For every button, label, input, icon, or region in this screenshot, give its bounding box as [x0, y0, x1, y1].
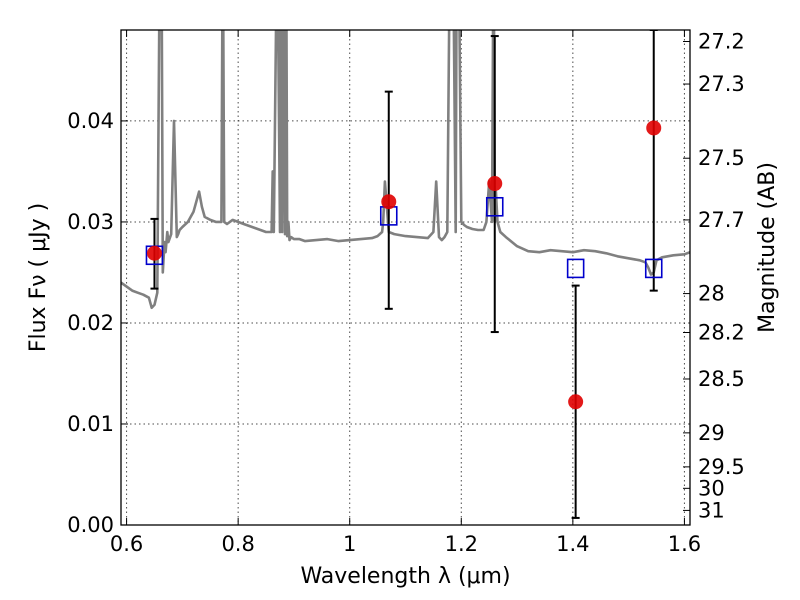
mag-tick-label: 28: [698, 282, 725, 306]
model-band-square: [485, 196, 504, 217]
model-spectrum-line: [121, 30, 690, 310]
y-tick-label: 0.00: [67, 513, 114, 537]
magnitude-axis-title: Magnitude (AB): [755, 162, 780, 333]
y-axis-ticks: 0.00 0.01 0.02 0.03 0.04: [67, 109, 128, 537]
y-tick-label: 0.03: [67, 210, 114, 234]
model-band-square: [566, 258, 585, 279]
observed-markers: [146, 120, 662, 410]
model-band-square: [644, 258, 663, 279]
x-axis-ticks: 0.6 0.8 1 1.2 1.4 1.6: [110, 30, 701, 556]
mag-tick-label: 27.5: [698, 146, 745, 170]
plot-frame: [120, 29, 691, 526]
observed-point: [568, 394, 584, 410]
mag-tick-label: 30: [698, 476, 725, 500]
mag-tick-label: 28.2: [698, 321, 745, 345]
mag-tick-label: 28.5: [698, 367, 745, 391]
mag-tick-label: 31: [698, 498, 725, 522]
y-tick-label: 0.01: [67, 412, 114, 436]
x-tick-label: 0.6: [110, 532, 143, 556]
x-tick-label: 1.2: [445, 532, 478, 556]
observed-point: [381, 194, 397, 210]
mag-tick-label: 27.3: [698, 72, 745, 96]
y-axis-title: Flux Fν ( μJy ): [26, 203, 51, 352]
mag-tick-label: 27.2: [698, 29, 745, 53]
observed-point: [146, 245, 162, 261]
error-bars: [150, 30, 658, 519]
y-tick-label: 0.04: [67, 109, 114, 133]
observed-point: [646, 120, 662, 136]
mag-tick-label: 29.5: [698, 455, 745, 479]
x-tick-label: 0.8: [221, 532, 254, 556]
x-tick-label: 1.6: [668, 532, 701, 556]
y-tick-label: 0.02: [67, 311, 114, 335]
model-spectrum: [121, 30, 690, 310]
mag-tick-label: 29: [698, 421, 725, 445]
x-tick-label: 1: [343, 532, 356, 556]
model-band-markers: [145, 196, 663, 279]
x-axis-title: Wavelength λ (μm): [300, 564, 510, 589]
observed-point: [487, 176, 503, 192]
grid-lines: [121, 30, 690, 526]
x-tick-label: 1.4: [556, 532, 589, 556]
mag-tick-label: 27.7: [698, 208, 745, 232]
